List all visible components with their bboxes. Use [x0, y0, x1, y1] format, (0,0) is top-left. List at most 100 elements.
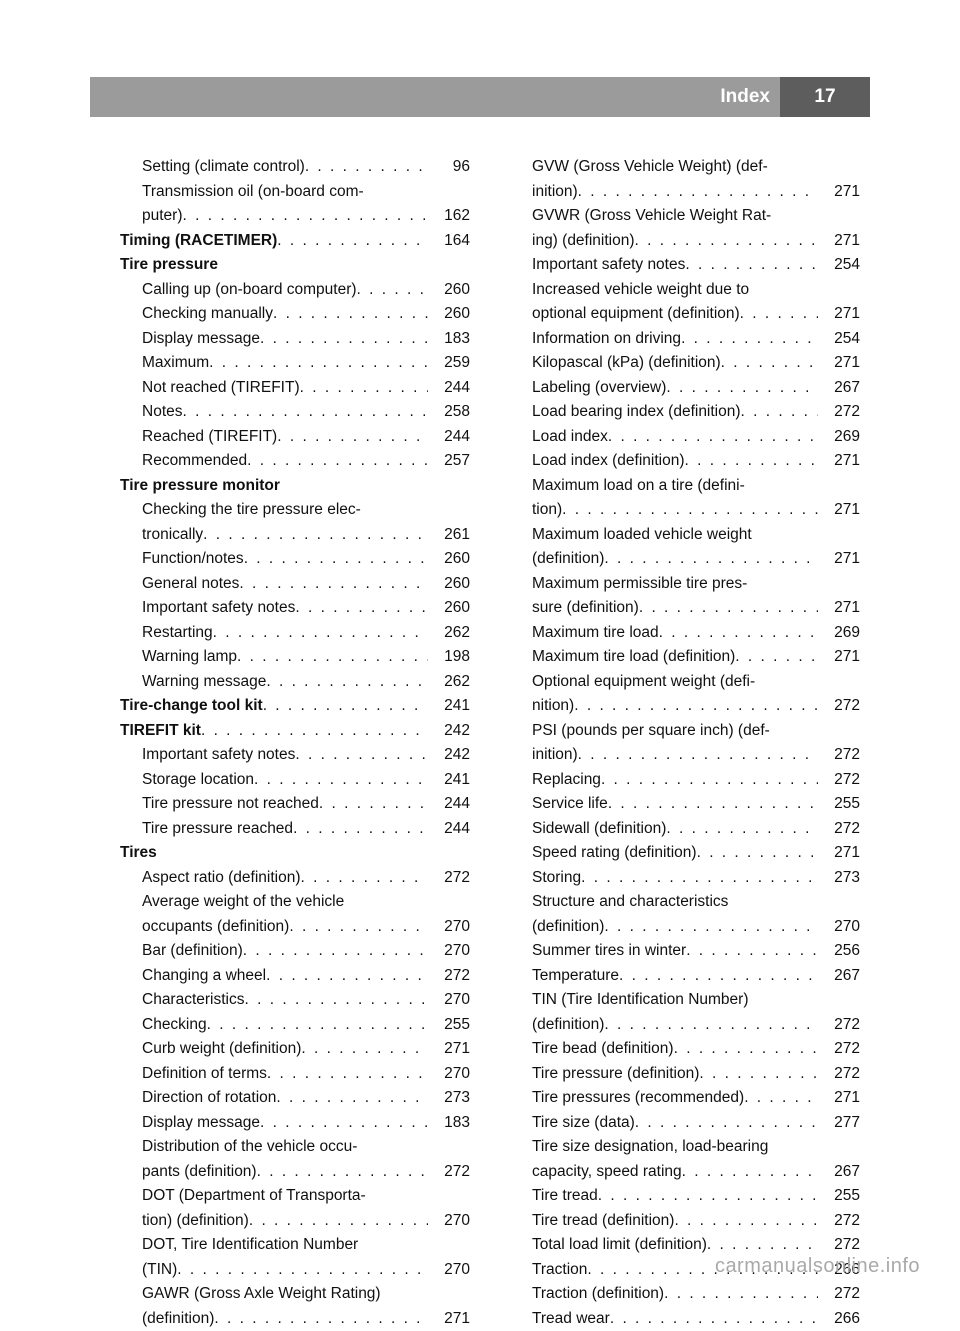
index-entry: Important safety notes . . . . . . . . .…	[510, 253, 860, 278]
entry-page: 273	[818, 866, 860, 891]
entry-label: Maximum	[142, 351, 209, 376]
index-entry: Traction (definition) . . . . . . . . . …	[510, 1282, 860, 1307]
index-entry: Tire size designation, load-bearing	[510, 1135, 860, 1160]
entry-label: Transmission oil (on-board com-	[142, 180, 364, 205]
entry-page: 162	[428, 204, 470, 229]
entry-label: Storing	[532, 866, 581, 891]
entry-label: Important safety notes	[532, 253, 685, 278]
index-entry: Distribution of the vehicle occu-	[120, 1135, 470, 1160]
entry-page: 262	[428, 670, 470, 695]
entry-page: 271	[818, 449, 860, 474]
entry-page: 261	[428, 523, 470, 548]
entry-label: Calling up (on-board computer)	[142, 278, 357, 303]
entry-page: 272	[818, 694, 860, 719]
entry-dots: . . . . . . . . . . . . . . . . . . . . …	[214, 1307, 428, 1331]
index-entry: Timing (RACETIMER) . . . . . . . . . . .…	[120, 229, 470, 254]
entry-label: PSI (pounds per square inch) (def-	[532, 719, 770, 744]
entry-label: TIN (Tire Identification Number)	[532, 988, 749, 1013]
entry-page: 271	[818, 547, 860, 572]
entry-label: Sidewall (definition)	[532, 817, 666, 842]
entry-label: optional equipment (definition)	[532, 302, 740, 327]
index-entry: Characteristics . . . . . . . . . . . . …	[120, 988, 470, 1013]
entry-label: Tire-change tool kit	[120, 694, 263, 719]
entry-label: Distribution of the vehicle occu-	[142, 1135, 357, 1160]
entry-dots: . . . . . . . . . . . . . . . . . . . . …	[254, 768, 428, 793]
entry-label: (TIN)	[142, 1258, 177, 1283]
index-entry: Function/notes . . . . . . . . . . . . .…	[120, 547, 470, 572]
entry-dots: . . . . . . . . . . . . . . . . . . . . …	[357, 278, 428, 303]
entry-label: Not reached (TIREFIT)	[142, 376, 300, 401]
entry-dots: . . . . . . . . . . . . . . . . . . . . …	[244, 547, 428, 572]
entry-dots: . . . . . . . . . . . . . . . . . . . . …	[260, 1111, 428, 1136]
entry-page: 272	[818, 400, 860, 425]
index-entry: Tire pressure (definition) . . . . . . .…	[510, 1062, 860, 1087]
entry-page: 267	[818, 964, 860, 989]
entry-page: 272	[428, 866, 470, 891]
entry-label: Temperature	[532, 964, 619, 989]
entry-dots: . . . . . . . . . . . . . . . . . . . . …	[721, 351, 818, 376]
entry-label: Tire pressure not reached	[142, 792, 319, 817]
entry-label: Aspect ratio (definition)	[142, 866, 301, 891]
entry-dots: . . . . . . . . . . . . . . . . . . . . …	[604, 915, 818, 940]
index-entry: Setting (climate control) . . . . . . . …	[120, 155, 470, 180]
entry-label: GVW (Gross Vehicle Weight) (def-	[532, 155, 768, 180]
entry-dots: . . . . . . . . . . . . . . . . . . . . …	[257, 1160, 428, 1185]
entry-label: Kilopascal (kPa) (definition)	[532, 351, 721, 376]
header-bar: Index 17	[90, 77, 870, 117]
entry-dots: . . . . . . . . . . . . . . . . . . . . …	[697, 841, 818, 866]
entry-dots: . . . . . . . . . . . . . . . . . . . . …	[203, 523, 428, 548]
entry-label: Maximum loaded vehicle weight	[532, 523, 752, 548]
entry-dots: . . . . . . . . . . . . . . . . . . . . …	[247, 449, 428, 474]
entry-page: 259	[428, 351, 470, 376]
entry-page: 267	[818, 376, 860, 401]
entry-dots: . . . . . . . . . . . . . . . . . . . . …	[666, 376, 818, 401]
entry-dots: . . . . . . . . . . . . . . . . . . . . …	[601, 768, 818, 793]
index-entry: Restarting . . . . . . . . . . . . . . .…	[120, 621, 470, 646]
entry-label: Checking	[142, 1013, 207, 1038]
page-number: 17	[814, 86, 835, 108]
entry-label: Summer tires in winter	[532, 939, 686, 964]
entry-label: Tire pressure (definition)	[532, 1062, 699, 1087]
entry-page: 260	[428, 278, 470, 303]
index-entry: Checking manually . . . . . . . . . . . …	[120, 302, 470, 327]
entry-dots: . . . . . . . . . . . . . . . . . . . . …	[207, 1013, 428, 1038]
entry-label: Total load limit (definition)	[532, 1233, 707, 1258]
entry-page: 272	[428, 1160, 470, 1185]
index-entry: General notes . . . . . . . . . . . . . …	[120, 572, 470, 597]
entry-dots: . . . . . . . . . . . . . . . . . . . . …	[295, 743, 428, 768]
index-entry: inition) . . . . . . . . . . . . . . . .…	[510, 743, 860, 768]
entry-dots: . . . . . . . . . . . . . . . . . . . . …	[674, 1037, 818, 1062]
entry-dots: . . . . . . . . . . . . . . . . . . . . …	[263, 694, 428, 719]
entry-dots: . . . . . . . . . . . . . . . . . . . . …	[183, 400, 429, 425]
entry-dots: . . . . . . . . . . . . . . . . . . . . …	[578, 743, 818, 768]
index-entry: Tire pressures (recommended) . . . . . .…	[510, 1086, 860, 1111]
entry-page: 271	[818, 180, 860, 205]
entry-label: Setting (climate control)	[142, 155, 305, 180]
entry-label: Notes	[142, 400, 183, 425]
entry-dots: . . . . . . . . . . . . . . . . . . . . …	[319, 792, 428, 817]
entry-page: 257	[428, 449, 470, 474]
entry-page: 262	[428, 621, 470, 646]
entry-page: 271	[818, 1086, 860, 1111]
index-entry: Checking the tire pressure elec-	[120, 498, 470, 523]
index-entry: Storage location . . . . . . . . . . . .…	[120, 768, 470, 793]
index-entry: Recommended . . . . . . . . . . . . . . …	[120, 449, 470, 474]
entry-dots: . . . . . . . . . . . . . . . . . . . . …	[562, 498, 818, 523]
index-entry: Curb weight (definition) . . . . . . . .…	[120, 1037, 470, 1062]
entry-dots: . . . . . . . . . . . . . . . . . . . . …	[635, 1111, 818, 1136]
entry-page: 241	[428, 694, 470, 719]
entry-dots: . . . . . . . . . . . . . . . . . . . . …	[209, 351, 428, 376]
entry-dots: . . . . . . . . . . . . . . . . . . . . …	[659, 621, 818, 646]
entry-dots: . . . . . . . . . . . . . . . . . . . . …	[260, 327, 428, 352]
entry-label: Maximum permissible tire pres-	[532, 572, 747, 597]
entry-label: Maximum tire load (definition)	[532, 645, 735, 670]
entry-label: Traction (definition)	[532, 1282, 664, 1307]
entry-page: 271	[818, 596, 860, 621]
index-entry: ing) (definition) . . . . . . . . . . . …	[510, 229, 860, 254]
entry-dots: . . . . . . . . . . . . . . . . . . . . …	[239, 572, 428, 597]
index-entry: Replacing . . . . . . . . . . . . . . . …	[510, 768, 860, 793]
entry-page: 241	[428, 768, 470, 793]
header-title: Index	[720, 77, 770, 117]
index-entry: Maximum load on a tire (defini-	[510, 474, 860, 499]
entry-page: 270	[428, 1258, 470, 1283]
